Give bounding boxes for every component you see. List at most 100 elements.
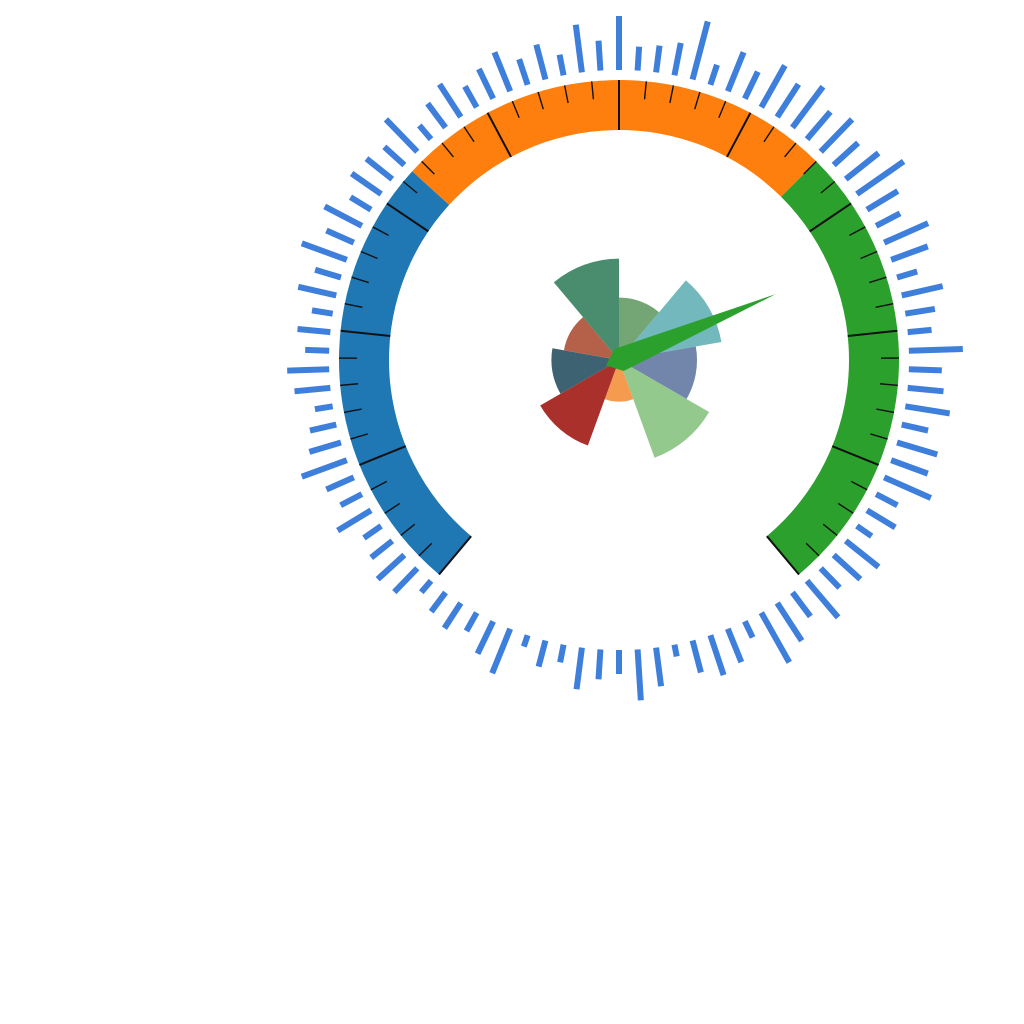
minor-tick (763, 126, 775, 143)
major-tick (340, 329, 391, 337)
major-tick (726, 112, 752, 158)
radial-bar (907, 326, 932, 336)
minor-tick (669, 85, 675, 104)
radial-bar (323, 203, 364, 229)
minor-tick (511, 100, 520, 119)
radial-bar (896, 268, 918, 281)
radial-bar (314, 266, 342, 281)
radial-bar (336, 507, 373, 534)
radial-bar (462, 84, 480, 109)
rose-slice (551, 348, 619, 394)
minor-tick (350, 433, 368, 440)
minor-tick (718, 100, 727, 119)
radial-bar (671, 644, 680, 658)
rose-slice (553, 258, 619, 360)
major-tick (359, 445, 407, 466)
radial-bar (689, 639, 704, 674)
radial-bar (890, 457, 929, 477)
rose-slice (540, 360, 619, 446)
minor-tick (803, 160, 817, 175)
minor-tick (860, 250, 878, 260)
minor-tick (402, 180, 418, 194)
radial-bar (843, 538, 881, 570)
rose-slice (619, 360, 710, 458)
minor-tick (822, 523, 838, 536)
radial-bar (758, 611, 792, 664)
radial-bar (339, 491, 364, 508)
radial-bar (474, 619, 496, 656)
radial-bar (865, 507, 897, 531)
radial-bar (908, 366, 942, 374)
radial-bar (689, 20, 711, 81)
minor-tick (805, 542, 820, 557)
minor-tick (563, 85, 569, 104)
radial-bar (855, 159, 906, 197)
radial-bar (907, 384, 944, 395)
minor-tick (869, 276, 887, 284)
radial-bar (557, 644, 567, 663)
radial-bar (874, 210, 902, 229)
radial-bar (325, 474, 356, 493)
radial-bar (865, 188, 900, 213)
radial-bar (349, 171, 383, 197)
major-tick (831, 445, 879, 466)
radial-bar (896, 439, 939, 458)
radial-bar (882, 220, 930, 246)
radial-bar (634, 649, 644, 701)
minor-tick (876, 408, 895, 414)
radial-bar (297, 325, 331, 336)
radial-bar (573, 647, 585, 690)
minor-tick (372, 226, 389, 237)
radial-bar (437, 82, 464, 119)
gauge-needle (606, 294, 776, 372)
radial-bar (417, 123, 434, 142)
radial-bar (369, 538, 395, 560)
radial-bar (364, 156, 395, 182)
radial-bar (535, 639, 549, 668)
radial-bar (758, 64, 788, 109)
major-tick (438, 535, 472, 576)
radial-bar (556, 54, 567, 76)
radial-bar (901, 421, 929, 434)
radial-bar (707, 63, 720, 86)
minor-tick (421, 160, 435, 175)
minor-tick (694, 91, 701, 110)
minor-tick (344, 303, 363, 309)
radial-bar (742, 70, 761, 101)
radial-bar (392, 566, 420, 595)
radial-bar (297, 283, 337, 299)
radial-bar (671, 42, 684, 76)
radial-bar (804, 109, 833, 142)
radial-bar (882, 474, 933, 501)
radial-bar (294, 384, 331, 395)
major-tick (847, 329, 898, 337)
minor-tick (784, 142, 797, 158)
radial-bar (843, 150, 881, 182)
radial-bar (382, 144, 407, 168)
radial-bar (742, 619, 756, 639)
radial-bar (831, 140, 861, 168)
minor-tick (590, 81, 595, 100)
radial-bar (520, 634, 531, 648)
radial-bar (855, 523, 874, 539)
minor-tick (849, 226, 866, 237)
radial-bar (311, 307, 334, 317)
minor-tick (400, 523, 416, 536)
radial-bar (595, 649, 604, 680)
radial-bar (300, 457, 348, 480)
radial-bar (300, 240, 348, 263)
minor-tick (875, 303, 894, 309)
radial-bar (890, 243, 929, 263)
minor-tick (351, 276, 369, 284)
radial-bar (476, 67, 496, 101)
gauge-band-ring (338, 79, 900, 575)
minor-tick (360, 250, 378, 260)
minor-tick (343, 408, 362, 414)
minor-tick (870, 433, 888, 440)
radial-bar (383, 117, 420, 154)
radial-bar (441, 601, 464, 630)
needle-pointer (606, 294, 776, 372)
radial-bar (309, 421, 337, 434)
minor-tick (879, 383, 898, 387)
